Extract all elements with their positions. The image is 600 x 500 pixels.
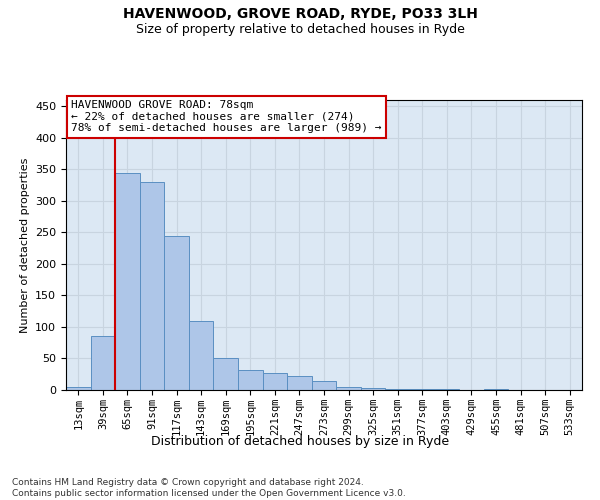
Bar: [115, 172, 140, 390]
Bar: [140, 182, 164, 390]
Bar: [361, 388, 385, 390]
Bar: [263, 373, 287, 390]
Bar: [214, 358, 238, 390]
Text: HAVENWOOD GROVE ROAD: 78sqm
← 22% of detached houses are smaller (274)
78% of se: HAVENWOOD GROVE ROAD: 78sqm ← 22% of det…: [71, 100, 382, 133]
Bar: [312, 380, 336, 390]
Y-axis label: Number of detached properties: Number of detached properties: [20, 158, 29, 332]
Text: HAVENWOOD, GROVE ROAD, RYDE, PO33 3LH: HAVENWOOD, GROVE ROAD, RYDE, PO33 3LH: [122, 8, 478, 22]
Bar: [287, 376, 312, 390]
Text: Size of property relative to detached houses in Ryde: Size of property relative to detached ho…: [136, 22, 464, 36]
Bar: [336, 387, 361, 390]
Bar: [385, 388, 410, 390]
Bar: [410, 388, 434, 390]
Bar: [91, 336, 115, 390]
Bar: [164, 236, 189, 390]
Bar: [66, 387, 91, 390]
Bar: [238, 370, 263, 390]
Text: Distribution of detached houses by size in Ryde: Distribution of detached houses by size …: [151, 435, 449, 448]
Text: Contains HM Land Registry data © Crown copyright and database right 2024.
Contai: Contains HM Land Registry data © Crown c…: [12, 478, 406, 498]
Bar: [189, 320, 214, 390]
